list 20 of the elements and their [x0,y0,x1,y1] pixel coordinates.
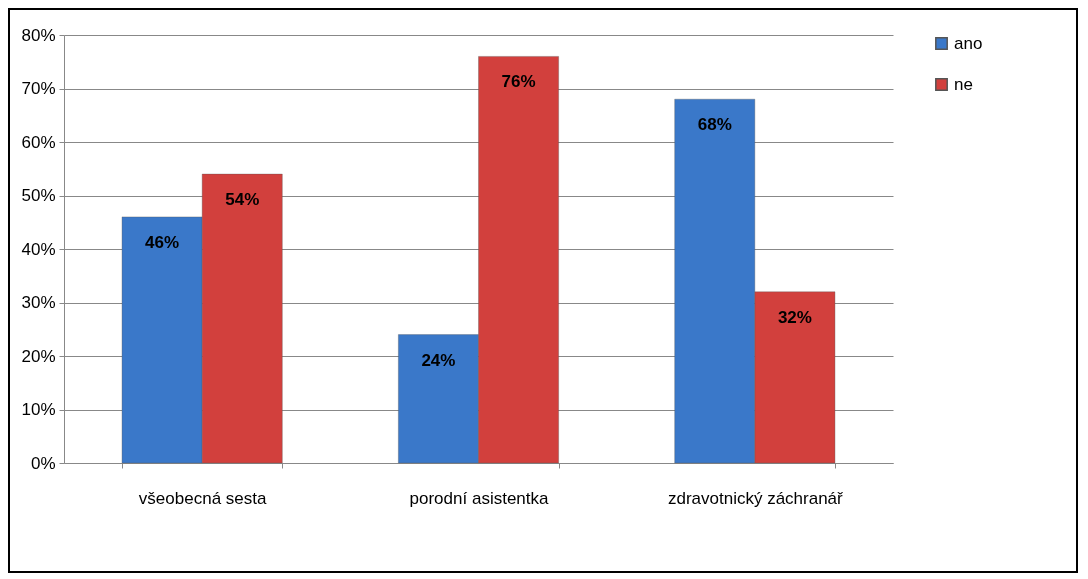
legend-label: ano [954,33,983,53]
data-label: 76% [501,72,536,92]
y-tick-label: 20% [21,346,56,366]
data-label: 24% [421,350,456,370]
x-tick-label: všeobecná sesta [138,488,267,508]
y-tick-label: 50% [21,186,56,205]
x-tick-label: zdravotnický záchranář [667,488,844,508]
y-tick-label: 40% [21,239,56,259]
y-tick-label: 0% [30,453,56,473]
data-label: 54% [225,190,260,210]
y-tick-label: 60% [21,132,56,152]
x-tick-label: porodní asistentka [409,488,550,508]
y-tick-label: 10% [21,400,56,419]
data-label: 46% [145,232,180,252]
y-tick-label: 70% [21,79,56,98]
y-tick-label: 30% [21,293,56,312]
y-tick-label: 80% [21,25,56,45]
data-label: 32% [777,307,812,327]
data-label: 68% [697,115,732,135]
legend-label: ne [954,74,973,94]
